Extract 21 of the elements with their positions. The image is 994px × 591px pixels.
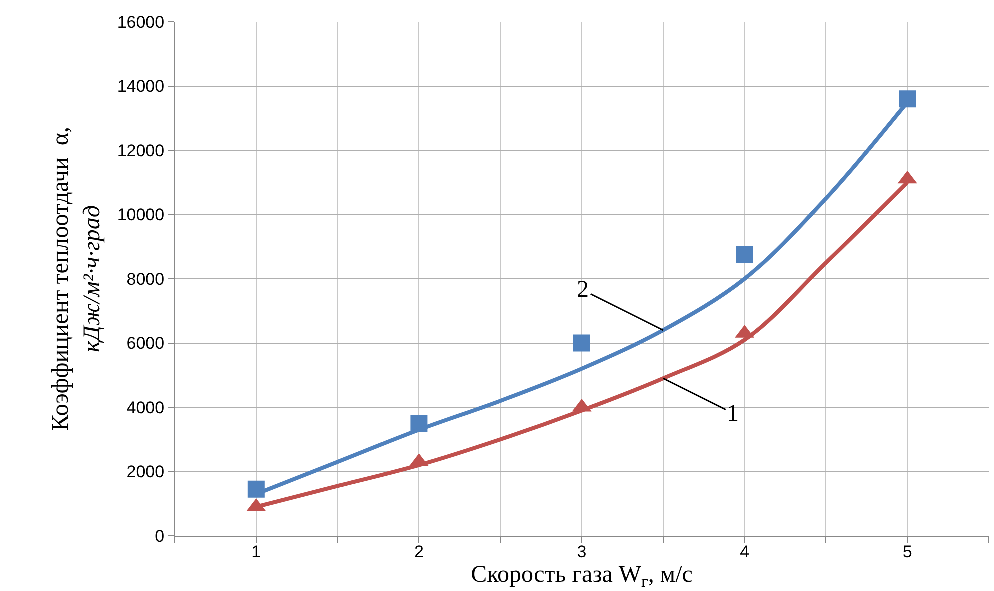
series-label: 1 [727, 401, 739, 427]
x-tick-label: 5 [902, 542, 912, 562]
x-tick-label: 3 [577, 542, 587, 562]
y-tick-label: 16000 [117, 12, 165, 32]
x-tick-label: 1 [252, 542, 262, 562]
x-tick-label: 2 [414, 542, 424, 562]
y-tick-label: 14000 [117, 77, 165, 96]
y-tick-label: 10000 [117, 206, 165, 225]
y-tick-label: 6000 [126, 334, 165, 354]
y-tick-label: 2000 [126, 462, 165, 482]
x-axis-title: Скорость газа W$_{г}$, м/с [471, 562, 693, 591]
point [899, 90, 916, 108]
point [574, 334, 590, 352]
y-tick-label: 8000 [126, 270, 165, 289]
point [736, 246, 754, 264]
y-tick-label: 12000 [117, 141, 165, 160]
y-axis-title: Коэффициент теплоотдачи α, кДж/м²·ч·град [48, 127, 106, 431]
text: 2 [577, 277, 589, 303]
x-tick-label: 4 [740, 542, 750, 562]
y-tick-label: 0 [155, 526, 165, 546]
y-tick-label: 4000 [126, 398, 165, 418]
